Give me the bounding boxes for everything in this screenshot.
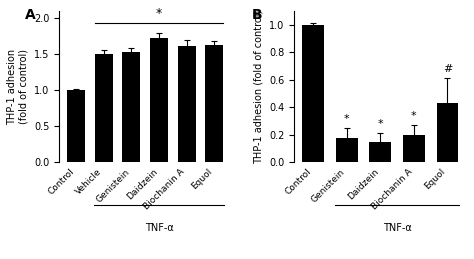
Y-axis label: THP-1 adhesion (fold of control): THP-1 adhesion (fold of control): [254, 10, 264, 164]
Bar: [369, 142, 391, 162]
Bar: [437, 103, 458, 162]
Text: *: *: [411, 111, 417, 121]
Text: TNF-α: TNF-α: [383, 223, 411, 233]
Text: *: *: [377, 119, 383, 129]
Bar: [122, 52, 140, 162]
Bar: [95, 54, 113, 162]
Text: *: *: [344, 114, 349, 124]
Bar: [150, 38, 168, 162]
Text: A: A: [25, 8, 36, 22]
Text: TNF-α: TNF-α: [145, 223, 173, 233]
Bar: [302, 25, 324, 162]
Bar: [67, 90, 85, 162]
Y-axis label: THP-1 adhesion
(fold of control): THP-1 adhesion (fold of control): [7, 48, 28, 125]
Text: #: #: [443, 64, 452, 74]
Text: *: *: [156, 7, 162, 20]
Bar: [403, 135, 425, 162]
Text: B: B: [251, 8, 262, 22]
Bar: [178, 46, 196, 162]
Bar: [336, 138, 358, 162]
Bar: [205, 45, 223, 162]
